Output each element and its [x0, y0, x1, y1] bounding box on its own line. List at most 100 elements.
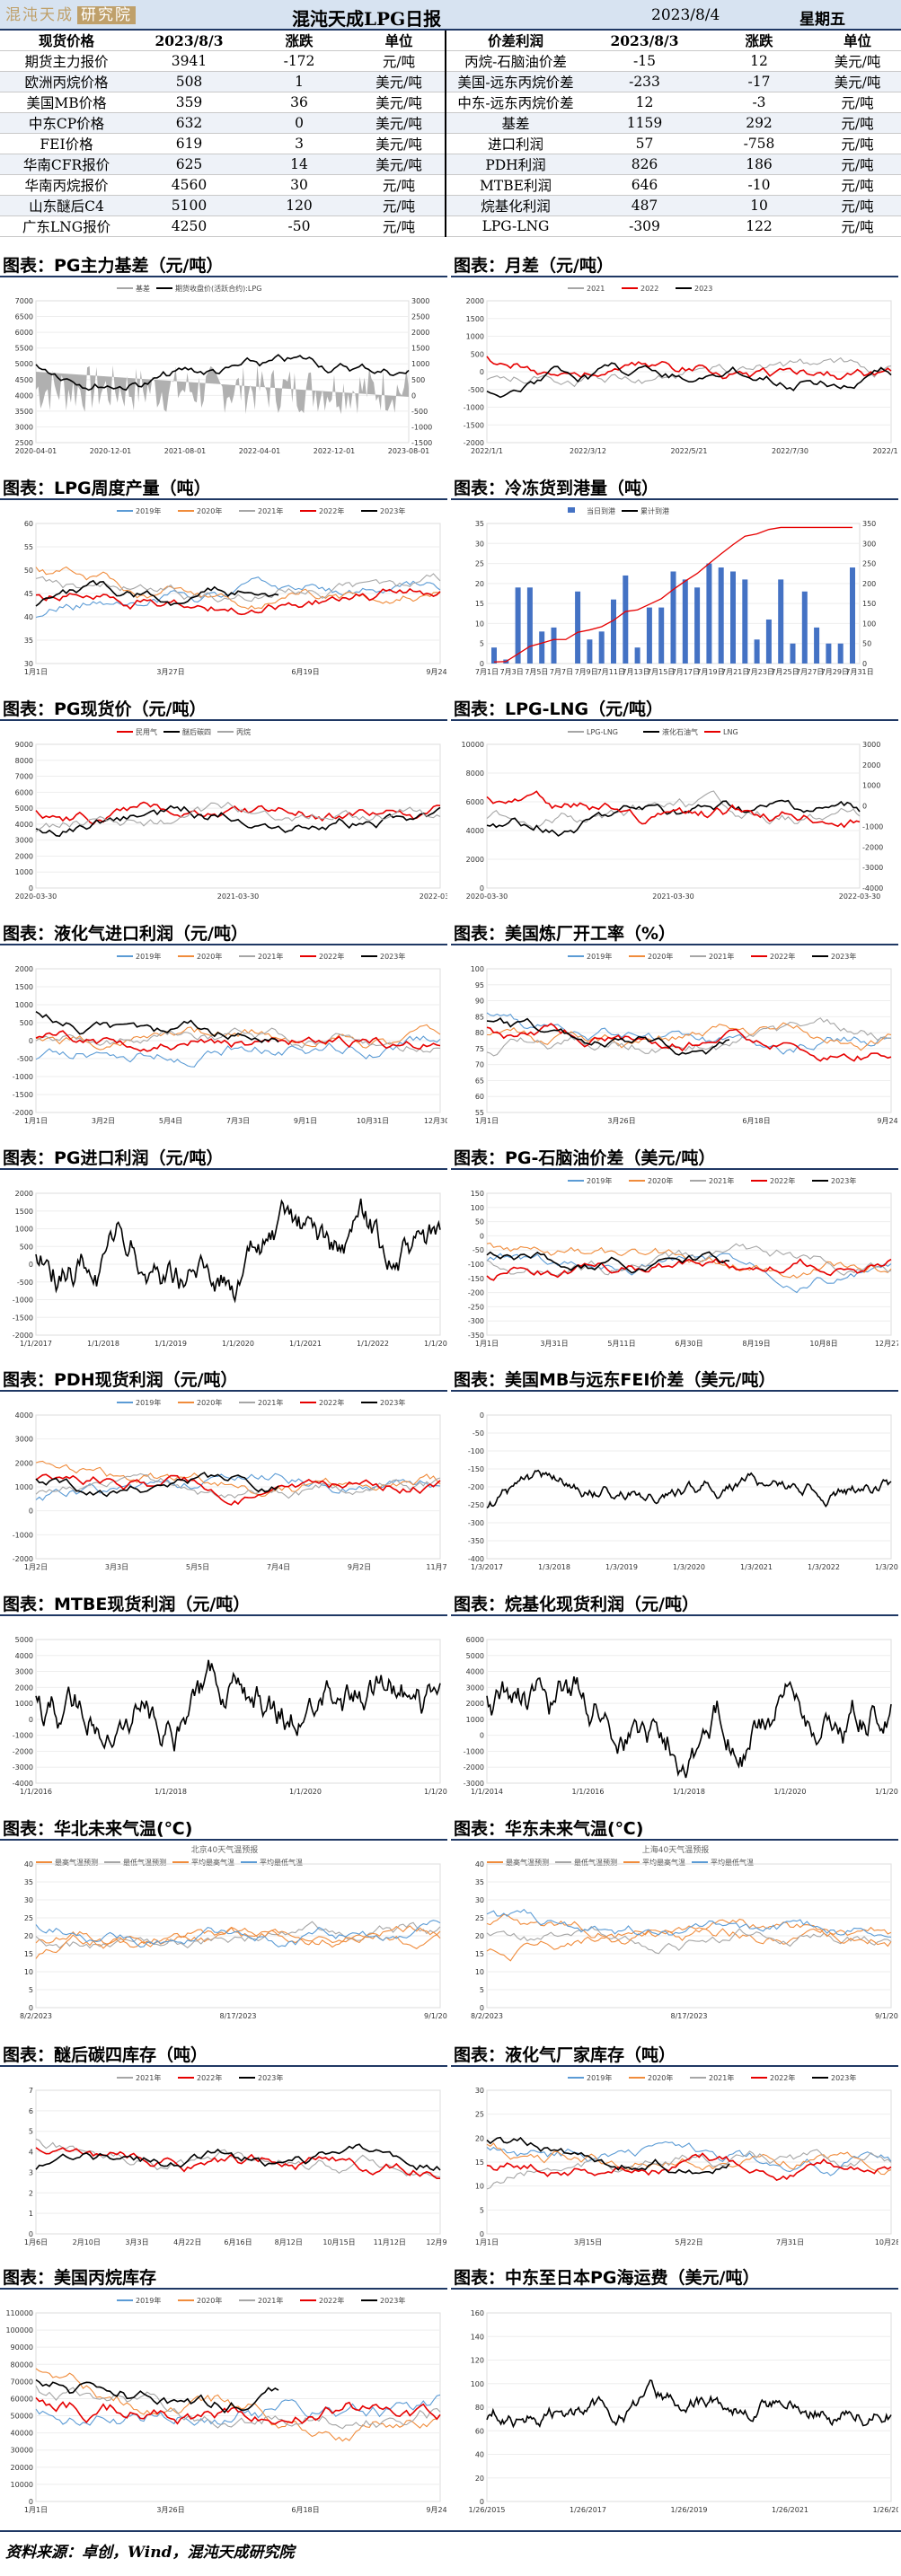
legend-item: 2022	[622, 285, 658, 293]
x-tick-label: 2021-03-30	[217, 892, 260, 901]
table-cell: -17	[704, 71, 814, 92]
y-tick-label: -150	[468, 1275, 484, 1283]
y-tick-label: 10	[475, 1968, 484, 1976]
table-cell: 36	[245, 92, 353, 113]
x-tick-label: 8月19日	[742, 1340, 770, 1348]
y-tick-label: 6500	[15, 313, 33, 321]
y-tick-label: -1500	[13, 1314, 33, 1322]
table-cell: 646	[585, 174, 704, 196]
y2-tick-label: 300	[862, 540, 876, 548]
price-table-header: 现货价格 2023/8/3 涨跌 单位 价差利润 2023/8/3 涨跌 单位	[0, 31, 901, 51]
y-tick-label: 35	[475, 520, 484, 528]
x-tick-label: 7月3日	[500, 668, 524, 676]
legend-item: 2019年	[117, 506, 161, 515]
table-header-cell: 价差利润	[445, 31, 585, 51]
y-tick-label: -250	[468, 1501, 484, 1509]
y-tick-label: 55	[24, 543, 33, 551]
x-tick-label: 2021-03-30	[652, 892, 694, 901]
y-tick-label: 2000	[466, 1700, 484, 1708]
series-line	[486, 1017, 730, 1056]
table-cell: -15	[585, 50, 704, 72]
table-row: 欧洲丙烷价格 508 1 美元/吨 美国-远东丙烷价差 -233 -17 美元/吨	[0, 71, 901, 92]
legend-item: 2020年	[178, 1398, 222, 1407]
x-tick-label: 2月10日	[73, 2238, 101, 2246]
y2-tick-label: -2000	[862, 843, 883, 851]
svg-text:2019年: 2019年	[136, 506, 161, 515]
source-footer: 资料来源：卓创，Wind，混沌天成研究院	[0, 2530, 901, 2576]
y-tick-label: 75	[475, 1045, 484, 1053]
chart-svg: 2019年 2020年 2021年 2022年 2023年 150 100 50 0 -50 -10…	[468, 1176, 898, 1348]
table-cell: -758	[704, 133, 814, 154]
svg-text:2022年: 2022年	[197, 2073, 222, 2082]
series-line	[35, 1011, 279, 1043]
y-tick-label: 15	[475, 600, 484, 608]
y2-tick-label: 250	[862, 560, 876, 568]
x-tick-label: 1/1/2016	[20, 1788, 52, 1796]
svg-text:2019年: 2019年	[587, 1176, 612, 1185]
x-tick-label: 3月3日	[125, 2238, 148, 2246]
x-tick-label: 12月9日	[426, 2238, 447, 2246]
y-tick-label: -3000	[13, 1763, 33, 1772]
y-tick-label: 500	[20, 1019, 33, 1027]
legend-item: 基差	[117, 284, 150, 293]
y-tick-label: 1000	[15, 1226, 33, 1234]
table-cell: 12	[704, 50, 814, 72]
bar	[515, 587, 521, 664]
legend-item: 2022年	[751, 2073, 795, 2082]
table-cell: 中东CP价格	[0, 112, 133, 134]
chart-svg: 6000 5000 4000 3000 2000 1000 0 -1000 -2000 -3000…	[464, 1636, 898, 1796]
table-header-cell: 涨跌	[245, 31, 353, 51]
table-cell: 元/吨	[814, 112, 901, 134]
table-cell: 14	[245, 154, 353, 175]
y-tick-label: -2000	[464, 1763, 484, 1772]
table-cell: 美国-远东丙烷价差	[445, 71, 585, 92]
svg-text:2020年: 2020年	[648, 952, 673, 961]
series-line	[35, 2143, 441, 2171]
legend-item: 2023年	[239, 2073, 283, 2082]
y-tick-label: 30	[475, 2087, 484, 2095]
x-tick-label: 5月22日	[675, 2238, 702, 2246]
x-tick-label: 1/3/2020	[673, 1563, 705, 1571]
table-cell: 3	[245, 133, 353, 154]
table-cell: 中东-远东丙烷价差	[445, 92, 585, 113]
y-tick-label: 0	[480, 2230, 484, 2238]
x-tick-label: 1/3/2022	[808, 1563, 840, 1571]
chart-title: 图表：月差（元/吨）	[451, 254, 898, 277]
series-line	[35, 1659, 441, 1752]
x-tick-label: 6月18日	[291, 2506, 319, 2514]
svg-text:2019年: 2019年	[587, 952, 612, 961]
table-cell: 292	[704, 112, 814, 134]
y-tick-label: 15	[475, 2158, 484, 2167]
series-line	[486, 1676, 892, 1779]
table-cell: 广东LNG报价	[0, 215, 133, 237]
x-tick-label: 2022/5/21	[670, 447, 707, 455]
legend-item: 2021年	[239, 1398, 283, 1407]
x-tick-label: 1/1/2019	[155, 1340, 187, 1348]
series-line	[486, 2136, 730, 2175]
y-tick-label: 5	[29, 1986, 33, 1994]
chart-svg: LPG-LNG 液化石油气 LNG1000080006000400020000300…	[462, 727, 884, 901]
y-tick-label: 10000	[11, 2481, 33, 2489]
svg-text:2020年: 2020年	[197, 2296, 222, 2305]
bar	[814, 627, 820, 664]
y-tick-label: 20	[475, 2134, 484, 2142]
svg-text:2022年: 2022年	[770, 1176, 795, 1185]
y2-tick-label: 500	[411, 376, 425, 384]
table-cell: 120	[245, 195, 353, 216]
x-tick-label: 1/26/2019	[670, 2506, 707, 2514]
series-line	[35, 1198, 441, 1304]
y-tick-label: 160	[471, 2309, 484, 2317]
svg-text:2023年: 2023年	[258, 2073, 283, 2082]
x-tick-label: 1/1/2017	[20, 1340, 52, 1348]
x-tick-label: 7月7日	[550, 668, 573, 676]
x-tick-label: 1/3/2023	[875, 1563, 898, 1571]
y-tick-label: -100	[468, 1447, 484, 1455]
series-line	[486, 356, 892, 381]
series-line	[35, 2385, 441, 2430]
table-cell: 619	[133, 133, 245, 154]
y-tick-label: -500	[468, 386, 484, 394]
x-tick-label: 7月11日	[597, 668, 625, 676]
table-cell: 元/吨	[814, 133, 901, 154]
report-date: 2023/8/4	[651, 6, 720, 24]
legend-item: 2021年	[690, 2073, 734, 2082]
